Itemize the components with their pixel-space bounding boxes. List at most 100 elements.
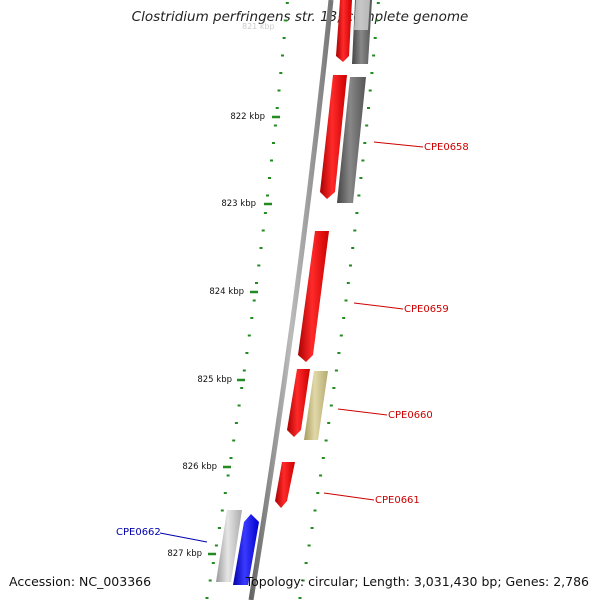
gene-feature-grey-2[interactable] bbox=[337, 77, 366, 203]
track-dot bbox=[365, 124, 369, 127]
track-dot bbox=[349, 264, 352, 267]
track-dot bbox=[240, 387, 244, 389]
track-dot bbox=[321, 457, 325, 459]
track-dot bbox=[217, 527, 221, 529]
connector-cpe0661 bbox=[323, 492, 375, 501]
gene-label-cpe0661[interactable]: CPE0661 bbox=[375, 495, 420, 506]
track-dot bbox=[268, 177, 271, 179]
track-dot bbox=[275, 107, 279, 109]
track-dot bbox=[332, 387, 336, 389]
partial-tick-label: 821 kbp bbox=[242, 22, 275, 31]
track-dot bbox=[344, 299, 348, 302]
track-dot bbox=[245, 352, 249, 354]
track-dot bbox=[220, 509, 224, 512]
ruler-dotted-track bbox=[205, 2, 289, 599]
connector-cpe0662 bbox=[159, 532, 208, 543]
tick-824: 824 kbp bbox=[209, 287, 258, 297]
track-dot bbox=[223, 492, 227, 494]
track-dot bbox=[237, 404, 241, 407]
connector-cpe0659 bbox=[353, 302, 404, 310]
gene-label-cpe0659[interactable]: CPE0659 bbox=[404, 304, 449, 315]
tick-825: 825 kbp bbox=[197, 375, 245, 385]
track-dot bbox=[277, 89, 281, 92]
track-dot bbox=[255, 282, 258, 284]
connector-cpe0658 bbox=[373, 141, 424, 148]
track-dot bbox=[339, 334, 343, 337]
track-dot bbox=[208, 579, 212, 582]
track-dot bbox=[310, 527, 314, 529]
track-dot bbox=[346, 282, 350, 284]
track-dot bbox=[229, 457, 233, 459]
gene-label-cpe0658[interactable]: CPE0658 bbox=[424, 142, 469, 153]
track-dot bbox=[327, 422, 331, 424]
track-dot bbox=[334, 369, 338, 372]
track-dot bbox=[359, 177, 363, 179]
track-dot bbox=[261, 229, 265, 232]
track-dot bbox=[214, 544, 218, 547]
track-dot bbox=[270, 159, 273, 162]
tick-827: 827 kbp bbox=[167, 549, 216, 559]
gene-feature-cpe0660[interactable] bbox=[287, 369, 310, 437]
track-dot bbox=[281, 54, 284, 57]
track-dot bbox=[372, 54, 376, 57]
track-dot bbox=[337, 352, 341, 354]
track-dot bbox=[284, 19, 288, 22]
track-dot bbox=[319, 474, 323, 477]
track-dot bbox=[234, 422, 238, 424]
tick-label-826: 826 kbp bbox=[182, 462, 217, 472]
gene-feature-cpe0658[interactable] bbox=[320, 75, 347, 199]
tick-826: 826 kbp bbox=[182, 462, 231, 472]
track-dot bbox=[285, 2, 289, 4]
gene-feature-cpe0659[interactable] bbox=[298, 231, 329, 362]
gene-feature-top-white bbox=[354, 0, 370, 30]
track-dot bbox=[266, 194, 269, 197]
track-dot bbox=[226, 474, 230, 477]
track-dot bbox=[272, 142, 275, 144]
track-dot bbox=[205, 597, 209, 599]
track-dot bbox=[316, 492, 320, 494]
accession-label: Accession: NC_003366 bbox=[9, 574, 152, 589]
tick-label-822: 822 kbp bbox=[230, 112, 265, 122]
track-dot bbox=[357, 194, 361, 197]
outer-dotted-track bbox=[298, 2, 380, 599]
tick-label-824: 824 kbp bbox=[209, 287, 244, 297]
track-dot bbox=[361, 159, 365, 162]
gene-feature-cpe0662[interactable] bbox=[233, 514, 259, 585]
track-dot bbox=[368, 89, 372, 92]
track-dot bbox=[373, 37, 377, 39]
gene-feature-khaki[interactable] bbox=[304, 371, 328, 440]
track-dot bbox=[279, 72, 283, 74]
track-dot bbox=[370, 72, 374, 74]
track-dot bbox=[282, 37, 286, 39]
track-dot bbox=[247, 334, 251, 337]
tick-label-823: 823 kbp bbox=[221, 199, 256, 209]
gene-feature-cpe0661[interactable] bbox=[275, 462, 295, 508]
track-dot bbox=[263, 212, 267, 214]
track-dot bbox=[313, 509, 317, 512]
track-dot bbox=[324, 439, 328, 442]
gene-label-cpe0660[interactable]: CPE0660 bbox=[388, 410, 433, 421]
backbone bbox=[248, 0, 334, 600]
track-dot bbox=[259, 247, 263, 249]
track-dot bbox=[355, 212, 359, 214]
track-dot bbox=[363, 142, 367, 144]
connector-cpe0660 bbox=[337, 408, 388, 416]
tick-label-825: 825 kbp bbox=[197, 375, 232, 385]
track-dot bbox=[307, 544, 311, 547]
tick-label-827: 827 kbp bbox=[167, 549, 202, 559]
track-dot bbox=[211, 562, 215, 564]
track-dot bbox=[257, 264, 261, 267]
tick-822: 822 kbp bbox=[230, 112, 280, 122]
track-dot bbox=[232, 439, 236, 442]
gene-feature-top-red[interactable] bbox=[336, 0, 352, 62]
track-dot bbox=[375, 19, 379, 22]
gene-label-cpe0662[interactable]: CPE0662 bbox=[116, 527, 161, 538]
track-dot bbox=[367, 107, 370, 109]
gene-feature-light-grey[interactable] bbox=[216, 510, 242, 582]
track-dot bbox=[342, 317, 346, 319]
track-dot bbox=[250, 317, 254, 319]
track-dot bbox=[273, 124, 277, 127]
track-dot bbox=[252, 299, 256, 302]
track-dot bbox=[301, 579, 305, 582]
